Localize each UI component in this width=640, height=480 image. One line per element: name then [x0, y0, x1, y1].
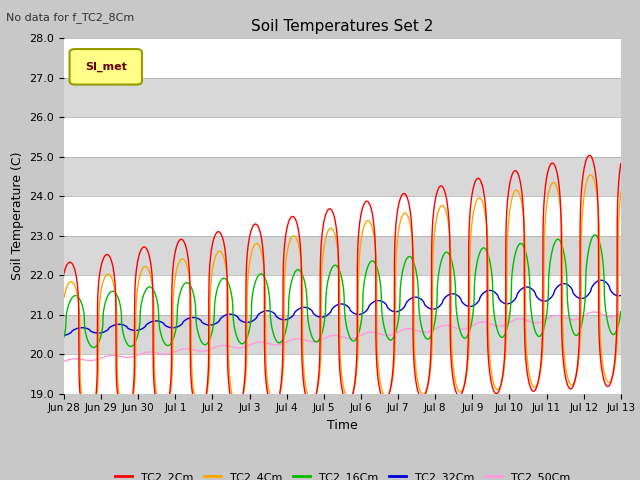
Y-axis label: Soil Temperature (C): Soil Temperature (C): [11, 152, 24, 280]
FancyBboxPatch shape: [70, 49, 142, 84]
Bar: [64, 196, 621, 236]
Bar: [64, 157, 621, 196]
Bar: [64, 236, 621, 275]
Title: Soil Temperatures Set 2: Soil Temperatures Set 2: [252, 20, 433, 35]
Legend: TC2_2Cm, TC2_4Cm, TC2_16Cm, TC2_32Cm, TC2_50Cm: TC2_2Cm, TC2_4Cm, TC2_16Cm, TC2_32Cm, TC…: [111, 468, 574, 480]
Bar: [64, 315, 621, 354]
Bar: [64, 38, 621, 78]
X-axis label: Time: Time: [327, 419, 358, 432]
Bar: [64, 275, 621, 315]
Bar: [64, 78, 621, 117]
Bar: [64, 354, 621, 394]
Bar: [64, 117, 621, 157]
Text: No data for f_TC2_8Cm: No data for f_TC2_8Cm: [6, 12, 134, 23]
Text: SI_met: SI_met: [85, 62, 127, 72]
